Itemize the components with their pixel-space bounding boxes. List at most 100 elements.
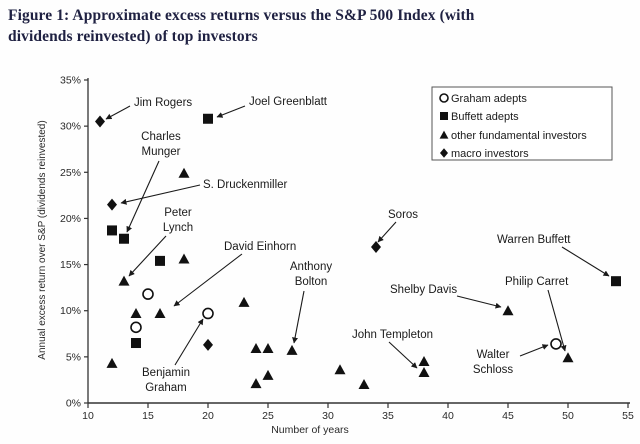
point-macro-investors — [203, 338, 213, 351]
legend: Graham adepts Buffett adepts other fundame… — [431, 86, 613, 161]
annotation-label: Philip Carret — [505, 276, 569, 288]
point-graham-adepts — [142, 288, 154, 300]
annotation-arrow-philip-carret — [547, 289, 567, 352]
annotation-arrow-jim-rogers — [105, 105, 131, 120]
annotation-anthony-bolton: Anthony Bolton — [290, 261, 332, 288]
annotation-label: Charles — [141, 131, 181, 143]
annotation-philip-carret: Philip Carret — [505, 276, 569, 288]
annotation-label: Shelby Davis — [390, 284, 457, 296]
point-other-fundamental-investors — [178, 167, 190, 178]
legend-marker-macro-investors — [440, 148, 448, 158]
annotation-label: Walter — [477, 349, 510, 361]
figure-title-line2: dividends reinvested) of top investors — [8, 27, 258, 45]
point-other-fundamental-investors — [418, 355, 430, 366]
annotation-label: Benjamin — [142, 367, 190, 379]
annotation-s-druckenmiller: S. Druckenmiller — [203, 179, 288, 191]
x-tick-label: 10 — [82, 410, 94, 422]
annotation-arrow-s-druckenmiller — [120, 184, 201, 205]
legend-box — [431, 86, 613, 161]
point-warren-buffett — [611, 276, 621, 287]
annotation-arrow-benjamin-graham — [174, 318, 204, 366]
point-charles-munger — [119, 233, 129, 244]
annotation-jim-rogers: Jim Rogers — [134, 97, 192, 109]
annotation-walter-schloss: Walter Schloss — [473, 349, 514, 376]
annotation-label: Munger — [142, 146, 181, 158]
point-other-fundamental-investors — [130, 307, 142, 318]
legend-marker-other-fundamental-investors — [439, 130, 449, 139]
annotation-arrow-anthony-bolton — [292, 290, 305, 344]
x-tick-label: 50 — [562, 410, 574, 422]
series-buffett-adepts — [107, 113, 621, 349]
annotation-label: Peter — [164, 207, 192, 219]
y-tick-label: 0% — [66, 398, 81, 410]
x-axis-title: Number of years — [271, 424, 349, 436]
point-peter-lynch — [118, 275, 130, 286]
legend-label-other-fundamental-investors: other fundamental investors — [451, 130, 587, 142]
data-points — [95, 113, 621, 390]
point-other-fundamental-investors — [238, 296, 250, 307]
point-david-einhorn — [154, 307, 166, 318]
annotation-peter-lynch: Peter Lynch — [163, 207, 193, 234]
y-tick-label: 35% — [60, 75, 81, 87]
point-other-fundamental-investors — [262, 369, 274, 380]
annotation-label: Schloss — [473, 364, 514, 376]
point-shelby-davis — [502, 305, 514, 316]
annotation-label: Joel Greenblatt — [249, 96, 328, 108]
point-anthony-bolton — [286, 344, 298, 355]
annotation-label: Jim Rogers — [134, 97, 192, 109]
annotation-arrow-walter-schloss — [519, 344, 549, 357]
figure-title: Figure 1: Approximate excess returns ver… — [8, 6, 628, 47]
x-tick-label: 55 — [622, 410, 634, 422]
x-tick-label: 35 — [382, 410, 394, 422]
y-tick-label: 30% — [60, 121, 81, 133]
annotation-label: Soros — [388, 209, 418, 221]
y-tick-label: 5% — [66, 351, 81, 363]
annotation-david-einhorn: David Einhorn — [224, 241, 296, 253]
legend-marker-buffett-adepts — [440, 112, 448, 120]
y-tick-label: 15% — [60, 259, 81, 271]
annotation-john-templeton: John Templeton — [352, 329, 433, 341]
series-macro-investors — [95, 115, 381, 351]
point-john-templeton — [418, 367, 430, 378]
annotation-label: Lynch — [163, 222, 193, 234]
annotation-shelby-davis: Shelby Davis — [390, 284, 457, 296]
point-other-fundamental-investors — [358, 379, 370, 390]
annotation-label: John Templeton — [352, 329, 433, 341]
point-s-druckenmiller — [107, 198, 117, 211]
point-buffett-adepts — [131, 338, 141, 349]
point-other-fundamental-investors — [250, 378, 262, 389]
annotation-arrow-david-einhorn — [173, 253, 243, 307]
point-other-fundamental-investors — [106, 357, 118, 368]
legend-label-graham-adepts: Graham adepts — [451, 93, 527, 105]
annotation-soros: Soros — [388, 209, 418, 221]
point-jim-rogers — [95, 115, 105, 128]
annotation-arrow-john-templeton — [388, 341, 418, 369]
point-other-fundamental-investors — [178, 253, 190, 264]
annotation-label: Graham — [145, 382, 187, 394]
y-tick-label: 20% — [60, 213, 81, 225]
point-other-fundamental-investors — [334, 364, 346, 375]
annotation-arrow-shelby-davis — [456, 295, 502, 309]
annotation-label: S. Druckenmiller — [203, 179, 288, 191]
legend-marker-graham-adepts — [439, 93, 449, 103]
x-tick-label: 40 — [442, 410, 454, 422]
y-tick-label: 10% — [60, 305, 81, 317]
annotation-label: David Einhorn — [224, 241, 296, 253]
x-tick-label: 45 — [502, 410, 514, 422]
series-other-fundamental-investors — [106, 167, 574, 390]
point-benjamin-graham — [202, 307, 214, 320]
annotation-label: Warren Buffett — [497, 234, 571, 246]
figure-title-line1: Figure 1: Approximate excess returns ver… — [8, 7, 475, 24]
annotation-warren-buffett: Warren Buffett — [497, 234, 571, 246]
x-tick-label: 15 — [142, 410, 154, 422]
point-graham-adepts — [130, 321, 142, 334]
annotation-label: Bolton — [295, 276, 328, 288]
annotation-label: Anthony — [290, 261, 332, 273]
x-tick-label: 20 — [202, 410, 214, 422]
annotation-arrow-peter-lynch — [128, 235, 167, 277]
annotation-benjamin-graham: Benjamin Graham — [142, 367, 190, 394]
legend-label-buffett-adepts: Buffett adepts — [451, 111, 519, 123]
point-soros — [371, 241, 381, 254]
